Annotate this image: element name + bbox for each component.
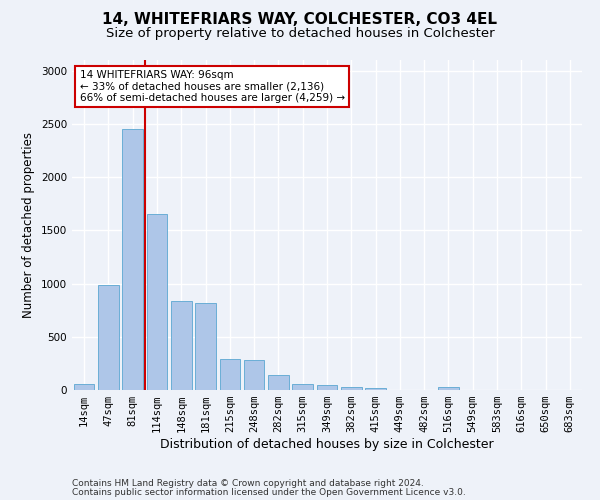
Bar <box>171 301 191 390</box>
Bar <box>98 284 119 390</box>
Bar <box>220 359 240 390</box>
Bar <box>195 302 216 390</box>
Y-axis label: Number of detached properties: Number of detached properties <box>22 132 35 318</box>
Bar <box>244 360 265 390</box>
Bar <box>365 388 386 390</box>
Bar <box>438 387 459 390</box>
Text: Size of property relative to detached houses in Colchester: Size of property relative to detached ho… <box>106 28 494 40</box>
X-axis label: Distribution of detached houses by size in Colchester: Distribution of detached houses by size … <box>160 438 494 451</box>
Bar <box>122 129 143 390</box>
Text: Contains public sector information licensed under the Open Government Licence v3: Contains public sector information licen… <box>72 488 466 497</box>
Bar <box>74 384 94 390</box>
Bar <box>341 387 362 390</box>
Bar <box>317 385 337 390</box>
Bar <box>292 384 313 390</box>
Bar <box>268 374 289 390</box>
Bar <box>146 214 167 390</box>
Text: 14, WHITEFRIARS WAY, COLCHESTER, CO3 4EL: 14, WHITEFRIARS WAY, COLCHESTER, CO3 4EL <box>103 12 497 28</box>
Text: 14 WHITEFRIARS WAY: 96sqm
← 33% of detached houses are smaller (2,136)
66% of se: 14 WHITEFRIARS WAY: 96sqm ← 33% of detac… <box>80 70 345 103</box>
Text: Contains HM Land Registry data © Crown copyright and database right 2024.: Contains HM Land Registry data © Crown c… <box>72 479 424 488</box>
